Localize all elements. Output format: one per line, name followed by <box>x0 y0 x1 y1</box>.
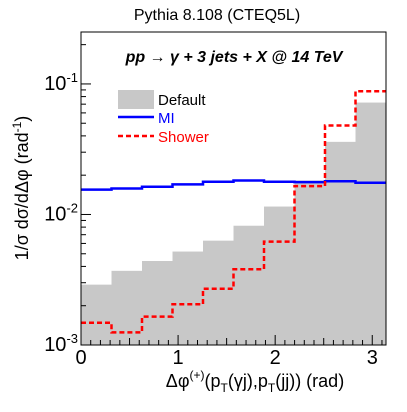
legend-label-mi: MI <box>158 110 175 127</box>
plot-frame <box>80 31 387 346</box>
legend-label-default: Default <box>158 92 206 109</box>
legend-label-shower: Shower <box>158 129 209 146</box>
default-bar <box>172 251 204 345</box>
default-bar <box>325 141 356 345</box>
x-tick-label: 1 <box>173 347 184 369</box>
tick-layer: 0 1 2 3 10-3 10-2 10-1 <box>44 44 383 369</box>
default-bar <box>294 180 326 345</box>
default-bar <box>142 261 173 345</box>
y-tick-label: 10-1 <box>44 70 78 95</box>
shower-line <box>81 89 386 334</box>
default-bar <box>355 102 387 346</box>
chart-title: Pythia 8.108 (CTEQ5L) <box>134 7 300 24</box>
legend: Default MI Shower <box>118 90 209 146</box>
x-tick-label: 2 <box>270 347 281 369</box>
default-bar <box>81 284 112 345</box>
default-bar <box>203 240 234 345</box>
y-axis-title: 1/σ dσ/dΔφ (rad-1) <box>10 116 32 261</box>
x-tick-label: 0 <box>75 347 86 369</box>
process-annotation: pp → γ + 3 jets + X @ 14 TeV <box>125 49 344 66</box>
legend-swatch-default <box>118 90 154 109</box>
default-bar <box>233 225 265 345</box>
y-tick-label: 10-2 <box>44 200 78 225</box>
x-axis-title: Δφ(+)(pT(γj),pT(jj)) (rad) <box>166 368 344 395</box>
y-tick-label: 10-3 <box>44 331 78 356</box>
default-bar <box>111 270 143 345</box>
x-tick-label: 3 <box>367 347 378 369</box>
default-bar <box>264 206 295 345</box>
histogram-layer <box>81 89 387 346</box>
